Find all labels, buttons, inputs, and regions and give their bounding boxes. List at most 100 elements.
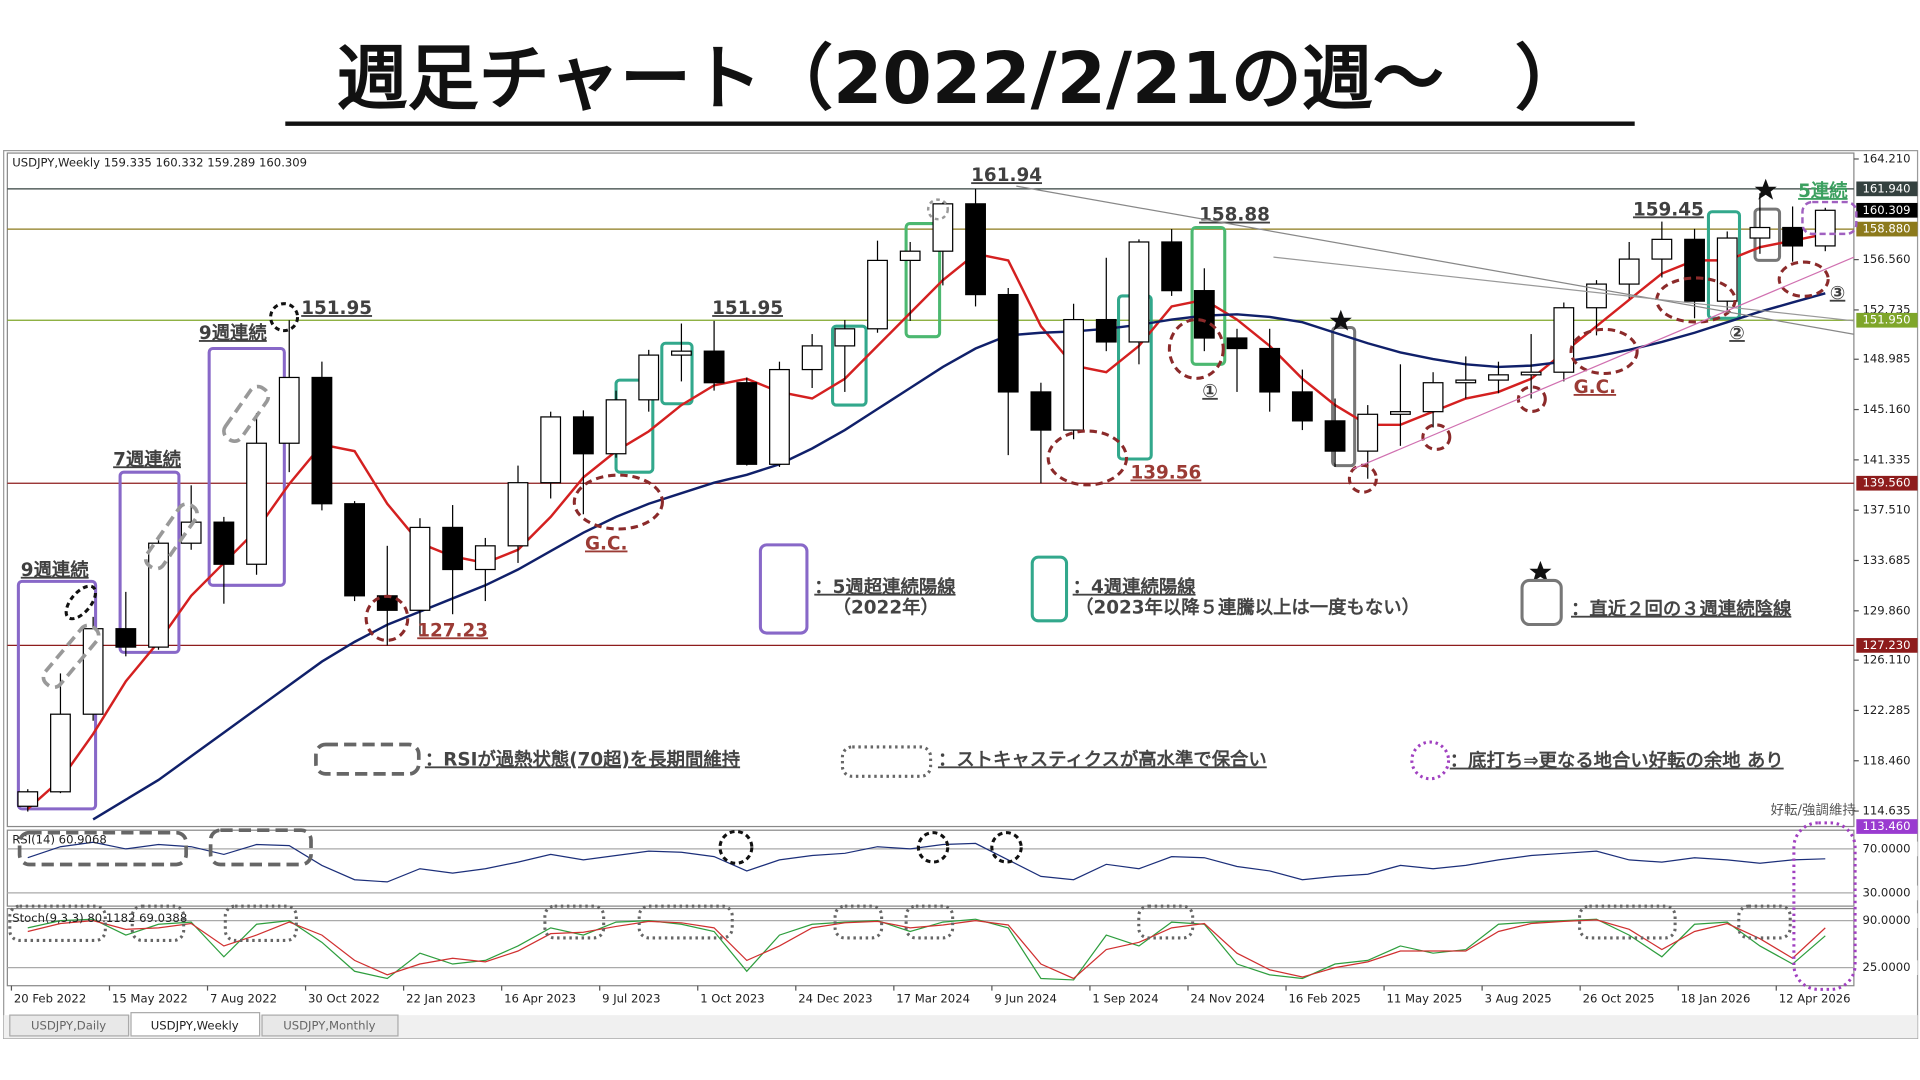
tab-bar bbox=[3, 1015, 1918, 1039]
level-tag bbox=[1856, 221, 1918, 237]
note-text: （2022年） bbox=[833, 597, 939, 619]
highlight-box bbox=[831, 324, 868, 407]
candle-body bbox=[1291, 391, 1313, 422]
rsi-markers bbox=[17, 828, 313, 867]
tab-label[interactable]: USDJPY,Daily bbox=[31, 1019, 106, 1033]
annotation: 127.23 bbox=[417, 620, 488, 641]
tab-label[interactable]: USDJPY,Monthly bbox=[283, 1019, 375, 1033]
x-tick-label: 9 Jun 2024 bbox=[994, 992, 1057, 1006]
candle-body bbox=[1782, 226, 1804, 247]
panel-header: RSI(14) 60.9068 bbox=[12, 833, 107, 847]
x-tick-label: 24 Dec 2023 bbox=[798, 992, 872, 1006]
annotation: 9週連続 bbox=[21, 559, 89, 581]
candle-body bbox=[1488, 374, 1509, 381]
highlight-box bbox=[1706, 210, 1742, 320]
candle-body bbox=[932, 203, 954, 252]
candle-body bbox=[1161, 241, 1183, 292]
stars bbox=[1329, 178, 1777, 582]
x-tick-label: 1 Sep 2024 bbox=[1092, 992, 1158, 1006]
candle-body bbox=[1455, 379, 1477, 384]
candle-body bbox=[1357, 413, 1379, 452]
candle-body bbox=[1063, 318, 1085, 431]
y-tick-label: 137.510 bbox=[1862, 503, 1910, 517]
candle-body bbox=[1618, 258, 1640, 285]
candle-body bbox=[1389, 411, 1411, 415]
candle-body bbox=[1716, 237, 1738, 302]
note-text: ：直近２回の３週連続陰線 bbox=[1571, 598, 1792, 620]
level-tag bbox=[1856, 638, 1918, 653]
panel-header: USDJPY,Weekly 159.335 160.332 159.289 16… bbox=[12, 155, 307, 169]
level-tag bbox=[1856, 312, 1918, 328]
candle-body bbox=[213, 521, 235, 565]
annotation: 151.95 bbox=[712, 298, 783, 319]
stoch-panel bbox=[6, 907, 1855, 987]
note-text: ：ストキャスティクスが高水準で保合い bbox=[938, 748, 1267, 770]
annotation: G.C. bbox=[1574, 377, 1617, 398]
level-tag bbox=[1856, 913, 1918, 928]
candle-body bbox=[540, 416, 562, 484]
y-tick-label: 164.210 bbox=[1862, 151, 1910, 165]
candle-body bbox=[899, 250, 921, 262]
x-tick-label: 26 Oct 2025 bbox=[1583, 992, 1655, 1006]
y-tick-label: 141.335 bbox=[1862, 452, 1910, 466]
decorations bbox=[8, 178, 1858, 991]
x-tick-label: 17 Mar 2024 bbox=[896, 992, 970, 1006]
candle-body bbox=[867, 259, 888, 330]
x-tick-label: 16 Apr 2023 bbox=[504, 992, 576, 1006]
trend-markers bbox=[41, 384, 271, 690]
x-tick-label: 7 Aug 2022 bbox=[210, 992, 277, 1006]
indicator-line bbox=[27, 841, 1826, 883]
annotation: 159.45 bbox=[1633, 199, 1704, 220]
annotation: ① bbox=[1202, 381, 1218, 402]
annotation: 151.95 bbox=[301, 298, 372, 319]
level-label: 127.230 bbox=[1862, 638, 1910, 652]
legend-five-week-box bbox=[758, 543, 809, 635]
candle-body bbox=[1324, 420, 1346, 452]
annotation: 158.88 bbox=[1199, 205, 1270, 226]
indicator-line bbox=[27, 919, 1826, 980]
tab-active[interactable] bbox=[130, 1012, 261, 1037]
candle-body bbox=[769, 368, 790, 465]
highlight-box bbox=[660, 341, 694, 406]
y-tick-label: 126.110 bbox=[1862, 653, 1910, 667]
level-tag bbox=[1856, 841, 1918, 857]
x-tick-label: 18 Jan 2026 bbox=[1681, 992, 1751, 1006]
explanation-notes: ：5週超連続陽線 （2022年） ：4週連続陽線 （2023年以降５連騰以上は一… bbox=[314, 543, 1856, 819]
plot-area: 164.210156.560152.735148.985145.160141.3… bbox=[7, 151, 1918, 1006]
candle-body bbox=[344, 503, 366, 597]
candle-body bbox=[115, 628, 137, 648]
page-title: 週足チャート（2022/2/21の週～ ） bbox=[337, 37, 1586, 120]
tabs: USDJPY,Daily USDJPY,Weekly USDJPY,Monthl… bbox=[3, 1012, 1918, 1039]
annotation: 5連続 bbox=[1798, 180, 1848, 202]
candle-body bbox=[50, 713, 71, 793]
x-tick-label: 24 Nov 2024 bbox=[1190, 992, 1264, 1006]
stoch-markers bbox=[8, 904, 1792, 942]
candle-body bbox=[376, 595, 398, 611]
level-label: 161.940 bbox=[1862, 181, 1910, 195]
tab-label[interactable]: USDJPY,Weekly bbox=[151, 1019, 239, 1033]
note-text: ：4週連続陽線 bbox=[1073, 576, 1197, 598]
tab[interactable] bbox=[261, 1014, 399, 1037]
candle-body bbox=[605, 399, 627, 455]
candle-body bbox=[148, 542, 169, 648]
level-tag bbox=[1856, 202, 1918, 218]
level-tag bbox=[1856, 819, 1918, 834]
candle-body bbox=[572, 416, 594, 455]
candle-body bbox=[1651, 238, 1673, 260]
candle-body bbox=[736, 382, 758, 465]
tab[interactable] bbox=[9, 1014, 130, 1037]
note-text: ：5週超連続陽線 bbox=[814, 576, 956, 598]
corner-note: 好転/強調維持 bbox=[1771, 803, 1856, 819]
legend-rsi-marker bbox=[314, 742, 421, 776]
candle-body bbox=[507, 482, 529, 547]
candle-body bbox=[17, 791, 39, 807]
candle-body bbox=[1226, 337, 1248, 350]
level-label: 151.950 bbox=[1862, 313, 1910, 327]
x-tick-label: 20 Feb 2022 bbox=[14, 992, 86, 1006]
legend-stoch-marker bbox=[840, 745, 933, 778]
candle-body bbox=[997, 293, 1019, 393]
candle-body bbox=[1520, 371, 1542, 376]
legend-four-week-box bbox=[1030, 555, 1069, 623]
level-tag bbox=[1856, 960, 1918, 975]
